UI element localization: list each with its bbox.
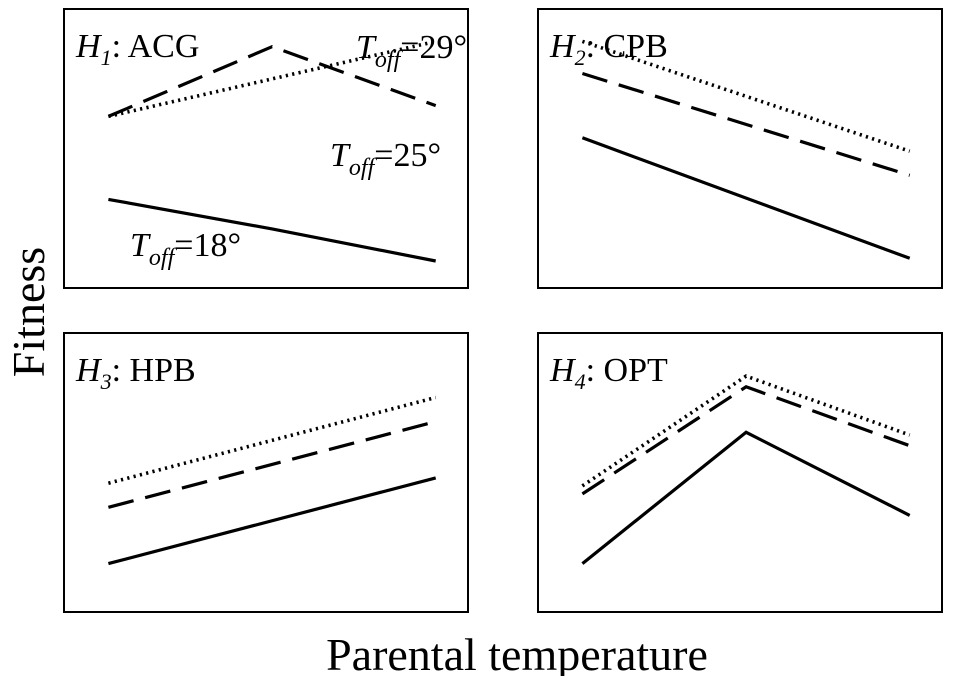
panel-h4: H4: OPT bbox=[537, 332, 943, 613]
panel-h2: H2: CPB bbox=[537, 8, 943, 289]
annotation-t25: Toff=25° bbox=[330, 137, 441, 181]
panel-frame bbox=[537, 8, 943, 289]
panel-title: H1: ACG bbox=[75, 28, 199, 70]
series-line-t29 bbox=[107, 395, 437, 485]
series-line-t18 bbox=[108, 197, 437, 263]
series-line-t29 bbox=[107, 39, 437, 119]
series-line-t25 bbox=[107, 420, 437, 509]
panel-h3: H3: HPB bbox=[63, 332, 469, 613]
y-axis-label: Fitness bbox=[3, 247, 54, 377]
series-line-t25 bbox=[107, 44, 437, 118]
panel-title: H4: OPT bbox=[549, 352, 668, 394]
series-line-t25 bbox=[581, 385, 911, 496]
series-line-t25 bbox=[581, 71, 911, 177]
series-line-t18 bbox=[107, 476, 437, 566]
series-line-t18 bbox=[581, 136, 911, 260]
panel-h1: H1: ACG Toff=29° Toff=25° Toff=18° bbox=[63, 8, 469, 289]
panel-title: H3: HPB bbox=[75, 352, 196, 394]
annotation-t29: Toff=29° bbox=[356, 29, 467, 73]
panels: H1: ACG Toff=29° Toff=25° Toff=18° H2: CPB H3… bbox=[63, 8, 943, 613]
x-axis-label: Parental temperature bbox=[326, 629, 708, 676]
series-line-t29 bbox=[581, 39, 911, 153]
series-line-t18 bbox=[581, 430, 911, 565]
panel-frame bbox=[537, 332, 943, 613]
panel-title: H2: CPB bbox=[549, 28, 668, 70]
panel-frame bbox=[63, 8, 469, 289]
series-line-t29 bbox=[581, 374, 911, 488]
annotation-t18: Toff=18° bbox=[130, 227, 241, 271]
panel-frame bbox=[63, 332, 469, 613]
